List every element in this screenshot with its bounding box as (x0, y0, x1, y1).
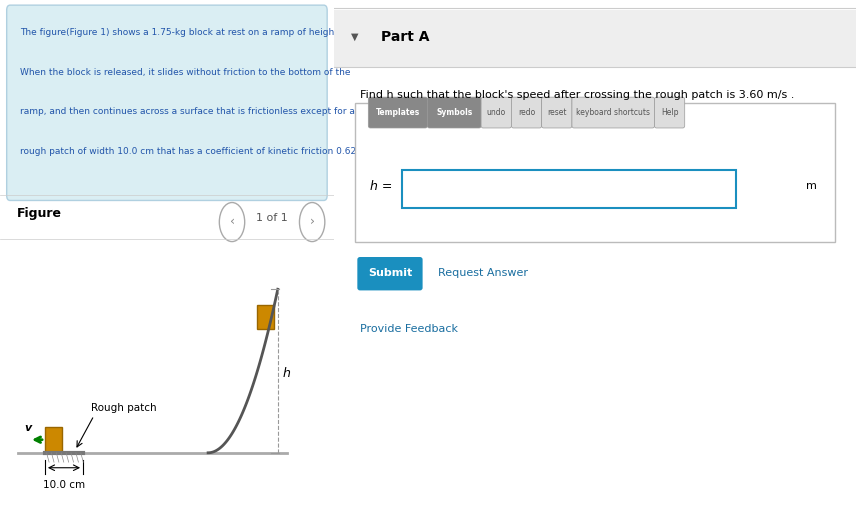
Text: Figure: Figure (17, 207, 62, 219)
Text: ‹: ‹ (229, 214, 235, 228)
Text: 10.0 cm: 10.0 cm (43, 481, 85, 490)
Text: Request Answer: Request Answer (438, 268, 528, 279)
FancyBboxPatch shape (401, 170, 736, 208)
Text: Provide Feedback: Provide Feedback (360, 324, 458, 334)
Text: v: v (24, 423, 31, 433)
FancyBboxPatch shape (481, 97, 511, 128)
FancyBboxPatch shape (45, 427, 62, 453)
Text: Symbols: Symbols (436, 108, 473, 117)
Text: Templates: Templates (376, 108, 420, 117)
Text: rough patch of width 10.0 cm that has a coefficient of kinetic friction 0.620.: rough patch of width 10.0 cm that has a … (20, 147, 365, 156)
Text: Help: Help (661, 108, 678, 117)
FancyBboxPatch shape (655, 97, 685, 128)
Text: undo: undo (486, 108, 506, 117)
Text: Rough patch: Rough patch (91, 403, 157, 413)
FancyBboxPatch shape (354, 103, 835, 242)
Text: Part A: Part A (381, 30, 430, 44)
Text: Find h such that the block's speed after crossing the rough patch is 3.60 m/s .: Find h such that the block's speed after… (360, 90, 794, 100)
Text: keyboard shortcuts: keyboard shortcuts (576, 108, 651, 117)
Text: ›: › (310, 214, 315, 228)
Text: 1 of 1: 1 of 1 (256, 213, 288, 224)
Text: m: m (806, 181, 817, 191)
FancyBboxPatch shape (368, 97, 427, 128)
Text: h: h (282, 367, 290, 380)
Text: Submit: Submit (368, 268, 412, 279)
Text: ▼: ▼ (351, 32, 359, 42)
FancyBboxPatch shape (511, 97, 542, 128)
Text: When the block is released, it slides without friction to the bottom of the: When the block is released, it slides wi… (20, 68, 350, 77)
Text: h =: h = (371, 179, 393, 193)
FancyBboxPatch shape (542, 97, 572, 128)
FancyBboxPatch shape (257, 305, 274, 329)
Text: ramp, and then continues across a surface that is frictionless except for a: ramp, and then continues across a surfac… (20, 107, 355, 117)
Text: redo: redo (518, 108, 535, 117)
FancyBboxPatch shape (427, 97, 481, 128)
FancyBboxPatch shape (7, 5, 327, 200)
Text: reset: reset (547, 108, 567, 117)
FancyBboxPatch shape (572, 97, 655, 128)
FancyBboxPatch shape (357, 257, 423, 290)
Text: The figure(Figure 1) shows a 1.75-kg block at rest on a ramp of height h.: The figure(Figure 1) shows a 1.75-kg blo… (20, 28, 349, 38)
FancyBboxPatch shape (334, 10, 856, 67)
